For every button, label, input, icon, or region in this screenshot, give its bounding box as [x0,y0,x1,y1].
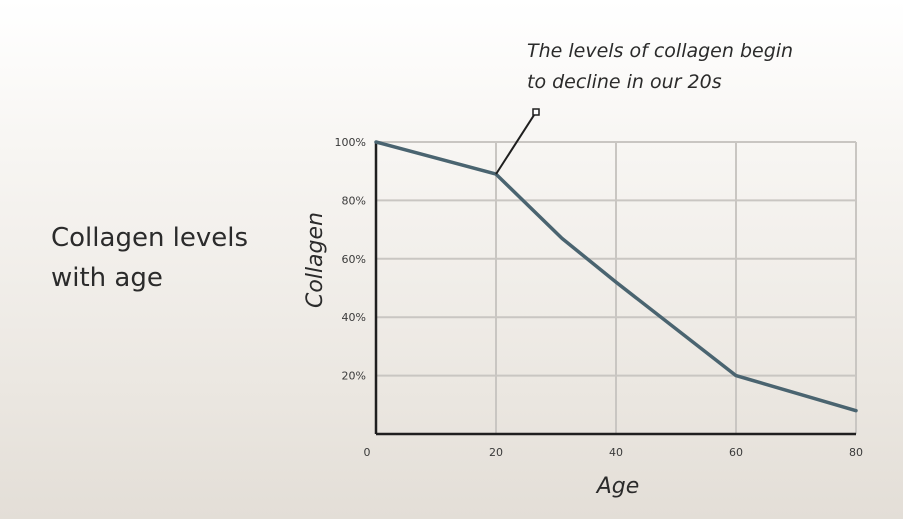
y-tick-label: 20% [342,370,366,383]
y-tick-label: 60% [342,253,366,266]
x-axis-title: Age [595,474,640,499]
annotation-group: The levels of collagen begin to decline … [495,40,793,175]
grid-lines [376,141,857,434]
annotation-text-line1: The levels of collagen begin [527,40,793,62]
side-title-line1: Collagen levels [51,223,249,253]
series-line [374,140,858,413]
annotation-text-line2: to decline in our 20s [527,71,722,93]
x-tick-label: 80 [849,446,863,459]
tick-labels: 0 20 40 60 80 20% 40% 60% 80% 100% [335,136,863,459]
x-tick-label: 40 [609,446,623,459]
annotation-leader-line [495,111,537,175]
y-tick-label: 40% [342,311,366,324]
x-tick-label: 20 [489,446,503,459]
side-title-line2: with age [51,263,163,293]
y-axis-title: Collagen [303,212,328,308]
y-tick-label: 80% [342,194,366,207]
axes [374,142,856,436]
annotation-marker [532,108,540,116]
x-tick-label: 0 [364,446,371,459]
y-tick-label: 100% [335,136,366,149]
x-tick-label: 60 [729,446,743,459]
side-title: Collagen levels with age [51,218,291,298]
series-group [374,140,858,413]
